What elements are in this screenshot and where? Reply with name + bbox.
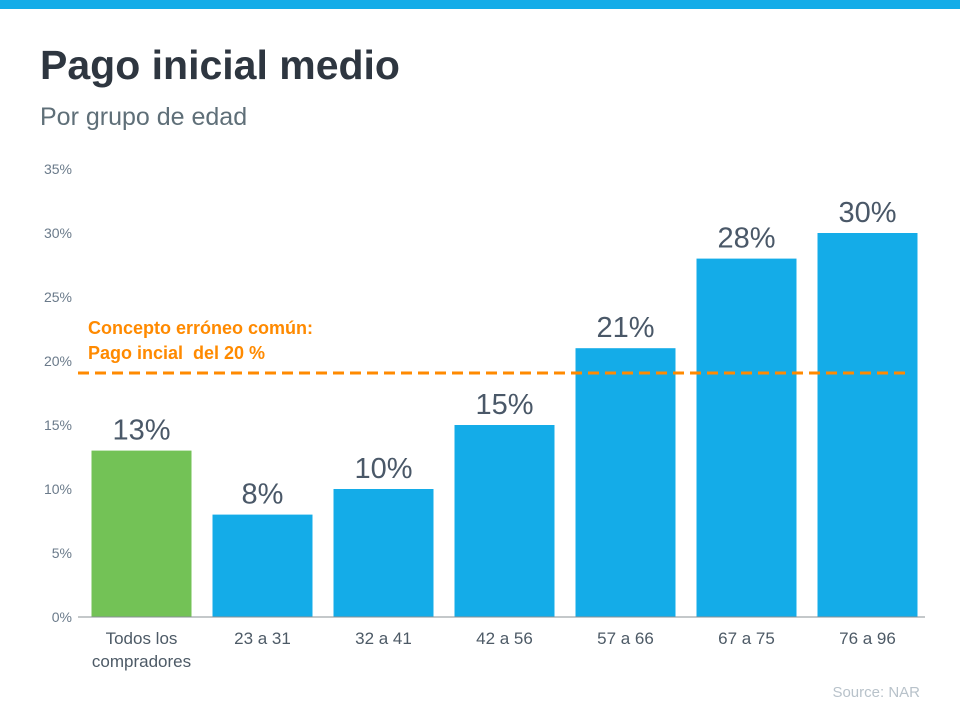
x-tick-label: compradores [92, 652, 191, 671]
page-subtitle: Por grupo de edad [40, 103, 248, 131]
x-tick-label: 67 a 75 [718, 629, 775, 648]
x-tick-label: 23 a 31 [234, 629, 291, 648]
bar [91, 450, 192, 617]
top-accent-stripe [0, 0, 960, 9]
bar [454, 425, 555, 617]
y-tick-label: 25% [44, 289, 72, 305]
y-tick-label: 35% [44, 161, 72, 177]
data-label: 8% [242, 479, 284, 511]
y-tick-label: 20% [44, 353, 72, 369]
y-tick-label: 5% [52, 545, 72, 561]
y-tick-label: 15% [44, 417, 72, 433]
data-label: 10% [354, 453, 412, 485]
data-label: 21% [596, 312, 654, 344]
reference-line-label: Concepto erróneo común: [88, 318, 313, 338]
x-tick-label: 32 a 41 [355, 629, 412, 648]
x-tick-label: 76 a 96 [839, 629, 896, 648]
bar [212, 514, 313, 617]
x-tick-label: 42 a 56 [476, 629, 533, 648]
y-tick-label: 30% [44, 225, 72, 241]
bar [575, 348, 676, 617]
y-tick-label: 10% [44, 481, 72, 497]
y-tick-label: 0% [52, 609, 72, 625]
x-tick-label: Todos los [106, 629, 178, 648]
reference-line-label: Pago incial del 20 % [88, 343, 265, 363]
data-label: 30% [838, 197, 896, 229]
bar [333, 489, 434, 617]
data-label: 15% [475, 389, 533, 421]
x-tick-label: 57 a 66 [597, 629, 654, 648]
data-label: 28% [717, 223, 775, 255]
source-note: Source: NAR [832, 684, 920, 701]
bar [696, 258, 797, 617]
bar [817, 233, 918, 617]
page-title: Pago inicial medio [40, 42, 400, 88]
data-label: 13% [112, 415, 170, 447]
